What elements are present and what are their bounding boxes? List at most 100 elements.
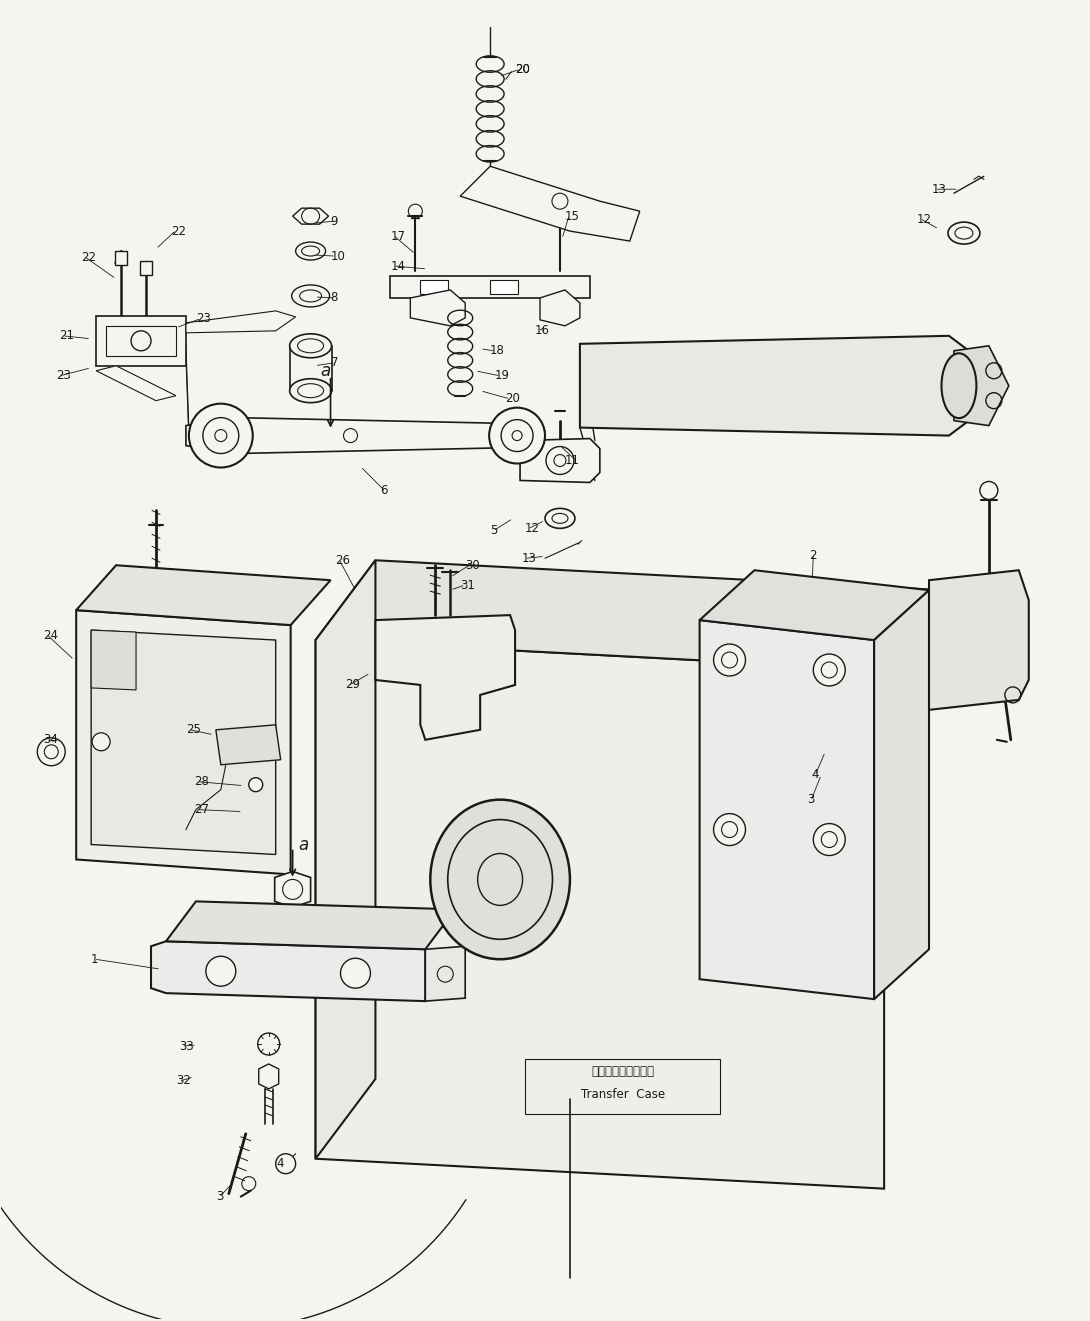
Text: 17: 17: [390, 230, 405, 243]
Text: 11: 11: [565, 454, 580, 468]
Ellipse shape: [290, 379, 331, 403]
Text: 8: 8: [330, 292, 338, 304]
Polygon shape: [874, 590, 929, 999]
Circle shape: [813, 823, 845, 856]
Text: 33: 33: [179, 1040, 194, 1053]
Ellipse shape: [942, 353, 977, 419]
Text: 1: 1: [92, 952, 99, 966]
Ellipse shape: [292, 285, 329, 306]
Text: 10: 10: [330, 250, 346, 263]
Text: a: a: [320, 362, 331, 379]
Text: 5: 5: [490, 524, 497, 536]
Text: 7: 7: [330, 357, 338, 370]
Polygon shape: [292, 209, 328, 225]
Text: 23: 23: [57, 370, 71, 382]
Bar: [116, 251, 128, 266]
Polygon shape: [390, 276, 590, 299]
Polygon shape: [410, 289, 465, 326]
Text: 22: 22: [171, 225, 186, 238]
Polygon shape: [375, 616, 516, 740]
Text: 4: 4: [277, 1157, 284, 1170]
Text: 9: 9: [330, 214, 338, 227]
Text: 13: 13: [522, 552, 537, 565]
Text: 12: 12: [917, 213, 932, 226]
Text: 22: 22: [81, 251, 96, 263]
Text: Transfer  Case: Transfer Case: [581, 1089, 665, 1102]
Polygon shape: [520, 439, 600, 482]
Circle shape: [189, 404, 253, 468]
Bar: [249, 779, 263, 790]
Text: 30: 30: [465, 559, 480, 572]
Text: 13: 13: [932, 182, 947, 196]
Circle shape: [93, 733, 110, 750]
Text: 27: 27: [194, 803, 209, 816]
Text: 29: 29: [346, 679, 361, 691]
Text: 31: 31: [460, 579, 475, 592]
Circle shape: [714, 645, 746, 676]
Polygon shape: [92, 630, 276, 855]
Text: 20: 20: [516, 63, 530, 77]
Ellipse shape: [545, 509, 574, 528]
Polygon shape: [96, 316, 186, 366]
Bar: [140, 262, 152, 275]
Text: 19: 19: [495, 370, 510, 382]
Circle shape: [980, 481, 997, 499]
Polygon shape: [425, 946, 465, 1001]
Text: 20: 20: [516, 63, 530, 77]
Polygon shape: [186, 417, 545, 453]
Text: 16: 16: [535, 325, 550, 337]
Circle shape: [37, 738, 65, 766]
Circle shape: [813, 654, 845, 686]
Polygon shape: [92, 630, 136, 690]
Ellipse shape: [290, 334, 331, 358]
Circle shape: [276, 1153, 295, 1173]
Polygon shape: [76, 610, 291, 875]
Text: 34: 34: [44, 733, 58, 746]
Text: 3: 3: [808, 793, 814, 806]
Bar: [421, 280, 448, 295]
Text: 24: 24: [44, 629, 58, 642]
Text: 15: 15: [565, 210, 580, 223]
Text: a: a: [299, 835, 308, 853]
Text: 18: 18: [490, 345, 505, 357]
Text: 26: 26: [336, 553, 351, 567]
Text: 25: 25: [186, 724, 201, 736]
Polygon shape: [258, 1063, 279, 1089]
Ellipse shape: [295, 242, 326, 260]
Circle shape: [489, 408, 545, 464]
Text: 21: 21: [59, 329, 74, 342]
Text: 23: 23: [196, 312, 210, 325]
Polygon shape: [540, 289, 580, 326]
Polygon shape: [96, 366, 175, 400]
Bar: [525, 1059, 719, 1114]
Bar: [490, 280, 518, 295]
Ellipse shape: [948, 222, 980, 244]
Polygon shape: [316, 560, 944, 670]
Text: 6: 6: [380, 483, 388, 497]
Circle shape: [714, 814, 746, 845]
Text: 4: 4: [811, 769, 819, 781]
Polygon shape: [460, 166, 640, 240]
Text: 3: 3: [216, 1190, 223, 1203]
Text: 12: 12: [525, 522, 540, 535]
Text: 14: 14: [390, 259, 405, 272]
Polygon shape: [186, 310, 295, 333]
Text: 20: 20: [505, 392, 520, 406]
Text: トランスファケース: トランスファケース: [591, 1066, 654, 1078]
Polygon shape: [929, 571, 1029, 709]
Polygon shape: [152, 942, 425, 1001]
Polygon shape: [316, 641, 884, 1189]
Text: 28: 28: [194, 775, 209, 789]
Text: 32: 32: [175, 1074, 191, 1087]
Ellipse shape: [431, 799, 570, 959]
Circle shape: [206, 956, 235, 987]
Polygon shape: [580, 336, 969, 436]
Polygon shape: [166, 901, 456, 950]
Bar: [245, 807, 263, 819]
Circle shape: [340, 958, 371, 988]
Circle shape: [257, 1033, 280, 1055]
Text: 2: 2: [809, 548, 816, 561]
Polygon shape: [216, 725, 281, 765]
Circle shape: [249, 778, 263, 791]
Polygon shape: [76, 565, 330, 625]
